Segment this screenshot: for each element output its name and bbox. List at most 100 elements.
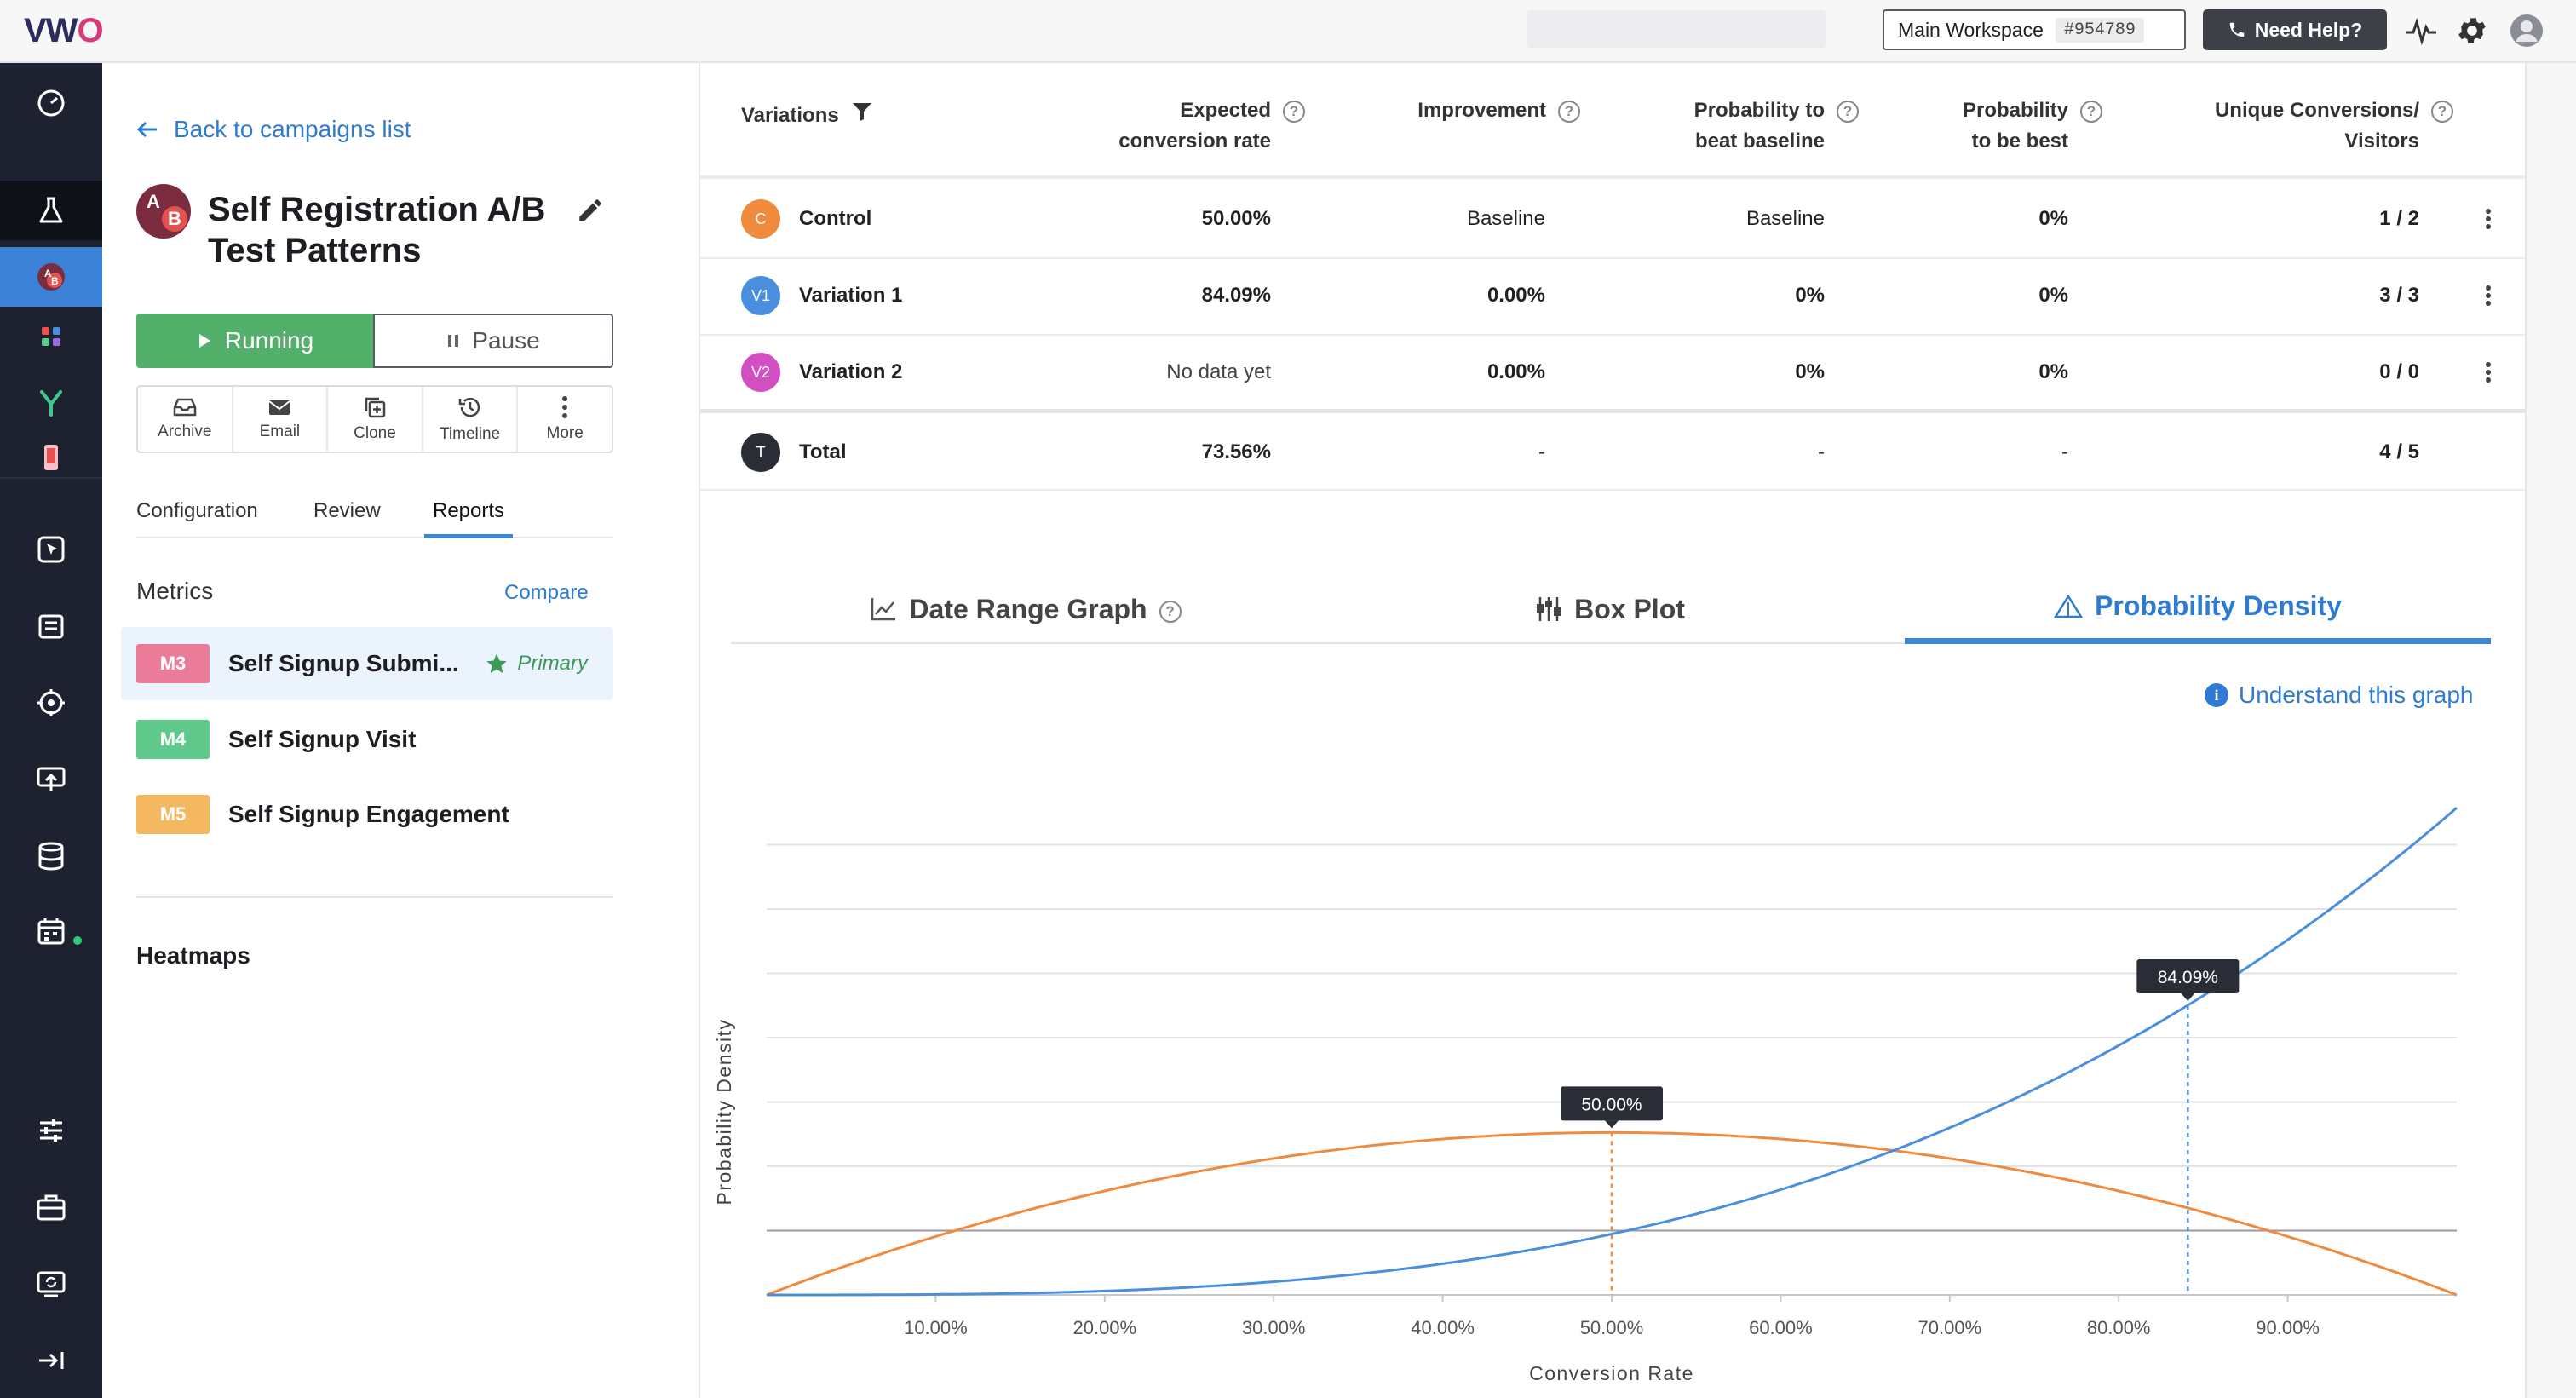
row-divider	[700, 257, 2525, 259]
filter-icon[interactable]	[851, 101, 873, 123]
avatar-a: A	[147, 191, 160, 212]
best-value: 0%	[2038, 207, 2068, 230]
marker-label: 50.00%	[1581, 1095, 1642, 1114]
timeline-button[interactable]: Timeline	[423, 387, 519, 452]
metric-badge: M3	[136, 644, 210, 683]
rail-divider	[0, 477, 102, 479]
metric-badge: M5	[136, 795, 210, 834]
understand-label: Understand this graph	[2239, 682, 2474, 708]
row-divider	[700, 334, 2525, 336]
conversions-value: 0 / 0	[2379, 360, 2419, 383]
total-divider	[700, 409, 2525, 413]
settings-sliders-icon[interactable]	[0, 1101, 102, 1160]
dashboard-icon[interactable]	[0, 73, 102, 133]
tab-date-range-graph[interactable]: Date Range Graph ?	[731, 574, 1320, 644]
more-button[interactable]: More	[518, 387, 612, 452]
help-icon[interactable]: ?	[2431, 101, 2453, 123]
pencil-icon[interactable]	[576, 196, 605, 225]
tab-review[interactable]: Review	[313, 499, 381, 522]
target-icon[interactable]	[0, 673, 102, 733]
x-tick-label: 60.00%	[1749, 1317, 1813, 1338]
deploy-icon[interactable]	[0, 750, 102, 809]
top-bar: VWO Main Workspace #954789 Need Help?	[0, 0, 2576, 63]
tab-configuration[interactable]: Configuration	[136, 499, 258, 522]
best-value: -	[2061, 440, 2068, 463]
help-icon[interactable]: ?	[1283, 101, 1305, 123]
beat-value: 0%	[1795, 360, 1825, 383]
archive-button[interactable]: Archive	[138, 387, 233, 452]
running-button[interactable]: Running	[136, 314, 375, 368]
metric-item-m4[interactable]: M4 Self Signup Visit	[121, 703, 613, 776]
mobile-icon[interactable]	[0, 428, 102, 487]
briefcase-icon[interactable]	[0, 1177, 102, 1237]
data-icon[interactable]	[0, 826, 102, 886]
calendar-icon[interactable]	[0, 901, 102, 961]
variation-badge: C	[741, 199, 780, 239]
heatmaps-heading[interactable]: Heatmaps	[136, 942, 250, 969]
improvement-header-label: Improvement	[1417, 99, 1546, 122]
testing-icon[interactable]	[0, 181, 102, 240]
archive-icon	[172, 397, 198, 417]
best-header-2: to be best	[1971, 129, 2068, 152]
row-menu-icon[interactable]	[2486, 206, 2494, 232]
help-icon[interactable]: ?	[1837, 101, 1859, 123]
help-icon[interactable]: ?	[1558, 101, 1580, 123]
tab-reports[interactable]: Reports	[424, 499, 514, 538]
understand-graph-link[interactable]: i Understand this graph	[2205, 682, 2474, 709]
timeline-label: Timeline	[440, 425, 501, 443]
expected-header: Expected conversion rate ?	[1107, 95, 1305, 157]
surveys-icon[interactable]	[0, 596, 102, 656]
expected-header-2: conversion rate	[1118, 129, 1271, 152]
metrics-heading: Metrics	[136, 578, 214, 604]
variations-header[interactable]: Variations	[741, 101, 873, 131]
row-menu-icon[interactable]	[2486, 283, 2494, 308]
svg-text:A: A	[44, 268, 52, 279]
metric-item-m5[interactable]: M5 Self Signup Engagement	[121, 778, 613, 851]
split-icon[interactable]	[0, 373, 102, 433]
apps-icon[interactable]	[0, 307, 102, 366]
help-icon[interactable]: ?	[2080, 101, 2102, 123]
tab-probability-density[interactable]: Probability Density	[1905, 574, 2491, 644]
back-to-campaigns-link[interactable]: Back to campaigns list	[136, 116, 411, 143]
beat-value: -	[1818, 440, 1825, 463]
email-button[interactable]: Email	[233, 387, 329, 452]
need-help-button[interactable]: Need Help?	[2203, 9, 2387, 50]
metric-item-m3[interactable]: M3 Self Signup Submi... Primary	[121, 627, 613, 700]
improvement-value: 0.00%	[1486, 360, 1545, 383]
workspace-selector[interactable]: Main Workspace #954789	[1883, 9, 2186, 50]
expected-header-1: Expected	[1180, 99, 1271, 122]
top-search-placeholder[interactable]	[1527, 10, 1826, 48]
sync-icon[interactable]	[0, 1254, 102, 1314]
row-menu-icon[interactable]	[2486, 360, 2494, 385]
user-avatar-icon[interactable]	[2508, 12, 2545, 49]
collapse-icon[interactable]	[0, 1331, 102, 1390]
metric-name: Self Signup Submi...	[228, 650, 459, 676]
marker-tooltip	[1561, 1086, 1663, 1121]
beat-value: Baseline	[1745, 207, 1825, 230]
more-icon	[561, 395, 569, 419]
clone-label: Clone	[354, 424, 396, 442]
pause-button[interactable]: Pause	[373, 314, 613, 368]
gear-icon[interactable]	[2453, 12, 2491, 49]
clone-button[interactable]: Clone	[328, 387, 423, 452]
best-value: 0%	[2038, 284, 2068, 307]
compare-link[interactable]: Compare	[504, 581, 589, 604]
marker-tooltip-arrow	[1605, 1120, 1619, 1129]
clone-icon	[363, 395, 387, 419]
conversions-value: 3 / 3	[2379, 284, 2419, 307]
line-chart-icon	[870, 596, 897, 622]
campaign-title: Self Registration A/B Test Patterns	[208, 191, 546, 269]
help-icon[interactable]: ?	[1159, 601, 1182, 623]
variation-name: Total	[799, 440, 847, 463]
expected-value: 84.09%	[1201, 284, 1271, 307]
insights-icon[interactable]	[0, 520, 102, 579]
vwo-logo[interactable]: VWO	[24, 12, 104, 49]
panel-divider	[136, 896, 613, 898]
activity-icon[interactable]	[2402, 12, 2440, 49]
x-tick-label: 80.00%	[2087, 1317, 2151, 1338]
tab-box-plot[interactable]: Box Plot	[1320, 574, 1900, 644]
x-tick-label: 30.00%	[1242, 1317, 1306, 1338]
conv-header-1: Unique Conversions/	[2214, 99, 2419, 122]
improvement-value: Baseline	[1466, 207, 1545, 230]
